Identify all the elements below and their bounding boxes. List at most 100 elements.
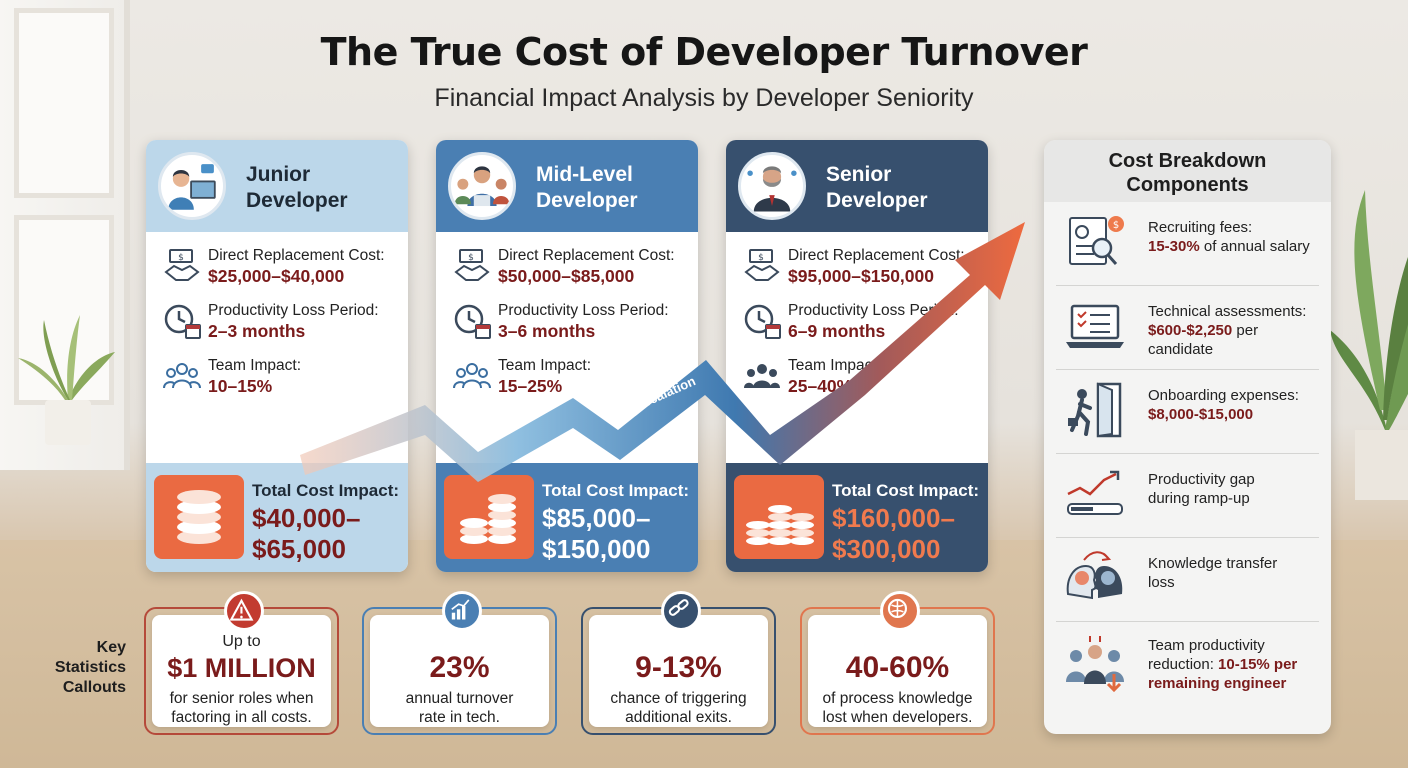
breakdown-title-line: Components [1126,174,1249,196]
senior-developer-avatar-icon [738,152,806,220]
clock-calendar-icon [744,304,781,339]
productivity-row: Productivity Loss Period: 6–9 months [742,301,972,356]
direct-cost-row: $ Direct Replacement Cost: $95,000–$150,… [742,246,972,301]
card-senior-developer: Senior Developer $ Direct Replacement Co… [726,140,988,572]
warning-icon [224,591,264,631]
breakdown-text: Onboarding expenses: $8,000-$15,000 [1148,386,1320,424]
breakdown-item-knowledge: Knowledge transfer loss [1056,538,1319,622]
stat-card: 9-13% chance of triggering additional ex… [589,615,768,727]
team-impact-label: Team Impact: [788,357,882,374]
team-icon [453,363,491,389]
plant-right-icon [1330,190,1408,500]
team-icon [163,363,201,389]
stat-desc-line: chance of triggering [610,690,747,707]
breakdown-label: Team productivity reduction: [1148,637,1265,673]
stat-desc-line: of process knowledge [822,690,973,707]
stat-callout-turnover: 23% annual turnover rate in tech. [362,591,557,735]
team-impact-value: 15–25% [498,376,563,396]
breakdown-text: Technical assessments: $600-$2,250 per c… [1148,302,1320,359]
direct-cost-value: $95,000–$150,000 [788,266,934,286]
breakdown-title: Cost Breakdown Components [1044,149,1331,197]
breakdown-rest: per candidate [1148,322,1259,358]
svg-text:$: $ [178,253,184,263]
stats-label-line: Statistics [54,659,126,676]
total-cost-value-line: $65,000 [252,534,346,564]
total-cost-panel: Total Cost Impact: $160,000– $300,000 [726,463,988,572]
productivity-value: 2–3 months [208,321,306,341]
total-cost-value-line: $85,000– [542,503,651,533]
breakdown-text: Knowledge transfer loss [1148,555,1278,591]
team-icon [744,364,780,388]
broken-link-icon [661,591,701,631]
team-impact-label: Team Impact: [498,357,592,374]
total-cost-panel: Total Cost Impact: $40,000– $65,000 [146,463,408,572]
direct-cost-value: $25,000–$40,000 [208,266,345,286]
card-header: Junior Developer [146,140,408,232]
team-impact-value: 10–15% [208,376,273,396]
stat-desc-line: lost when developers. [822,709,973,726]
breakdown-value: 15-30% [1148,238,1200,255]
clock-calendar-icon [454,304,491,339]
breakdown-item-team-productivity: Team productivity reduction: 10-15% per … [1056,622,1319,722]
stat-desc-line: factoring in all costs. [171,709,312,726]
stat-callout-million: Up to $1 MILLION for senior roles when f… [144,591,339,735]
breakdown-item-assessments: Technical assessments: $600-$2,250 per c… [1056,286,1319,370]
window-pane [14,8,114,198]
direct-cost-label: Direct Replacement Cost: [498,247,675,264]
total-cost-value: $40,000– $65,000 [252,503,360,565]
productivity-row: Productivity Loss Period: 3–6 months [452,301,682,356]
handshake-money-icon: $ [744,249,780,281]
direct-cost-row: $ Direct Replacement Cost: $50,000–$85,0… [452,246,682,301]
card-title: Senior Developer [826,163,928,212]
productivity-label: Productivity Loss Period: [208,302,379,319]
trend-gauge-icon [1067,470,1123,515]
team-impact-row: Team Impact: 15–25% [452,356,682,411]
svg-text:$: $ [758,253,764,263]
card-header: Mid-Level Developer [436,140,698,232]
breakdown-header [1044,140,1331,202]
card-body: $ Direct Replacement Cost: $50,000–$85,0… [436,232,698,425]
direct-cost-label: Direct Replacement Cost: [788,247,965,264]
stat-desc-line: annual turnover [405,690,514,707]
card-body: $ Direct Replacement Cost: $95,000–$150,… [726,232,988,425]
svg-text:$: $ [468,253,474,263]
brain-transfer-icon [1066,551,1123,600]
stat-card: 23% annual turnover rate in tech. [370,615,549,727]
total-cost-value-line: $40,000– [252,503,361,533]
stat-value: 9-13% [635,651,722,684]
stat-value: 23% [429,651,490,684]
bar-chart-icon [442,591,482,631]
arrow-body [300,222,1025,482]
stats-label-line: Key [96,639,126,656]
coin-stack-icon [444,475,534,559]
productivity-label: Productivity Loss Period: [788,302,959,319]
plant-left-icon [18,315,115,445]
person-door-icon [1068,382,1122,438]
card-title: Mid-Level Developer [536,163,638,212]
coin-stack-icon [154,475,244,559]
breakdown-item-productivity-gap: Productivity gap during ramp-up [1056,454,1319,538]
clock-calendar-icon [164,304,201,339]
breakdown-text: Productivity gap during ramp-up [1148,471,1255,507]
productivity-row: Productivity Loss Period: 2–3 months [162,301,392,356]
card-title: Junior Developer [246,163,348,212]
stats-label-line: Callouts [62,679,126,696]
breakdown-text: Team productivity reduction: 10-15% per … [1148,636,1320,693]
card-mid-level-developer: Mid-Level Developer $ Direct Replacement… [436,140,698,572]
team-impact-label: Team Impact: [208,357,302,374]
breakdown-value: $8,000-$15,000 [1148,406,1254,423]
background-window [0,0,130,470]
total-cost-label: Total Cost Impact: [832,481,980,500]
breakdown-label: Technical assessments: [1148,303,1307,320]
stat-callout-knowledge: 40-60% of process knowledge lost when de… [800,591,995,735]
laptop-checklist-icon [1066,304,1124,348]
mid-developer-avatar-icon [448,152,516,220]
junior-developer-avatar-icon [158,152,226,220]
card-header: Senior Developer [726,140,988,232]
stat-callout-exits: 9-13% chance of triggering additional ex… [581,591,776,735]
card-body: $ Direct Replacement Cost: $25,000–$40,0… [146,232,408,425]
team-impact-row: Team Impact: 25–40% [742,356,972,411]
recruiting-document-icon: $ [1069,216,1124,265]
stat-desc-line: rate in tech. [419,709,500,726]
